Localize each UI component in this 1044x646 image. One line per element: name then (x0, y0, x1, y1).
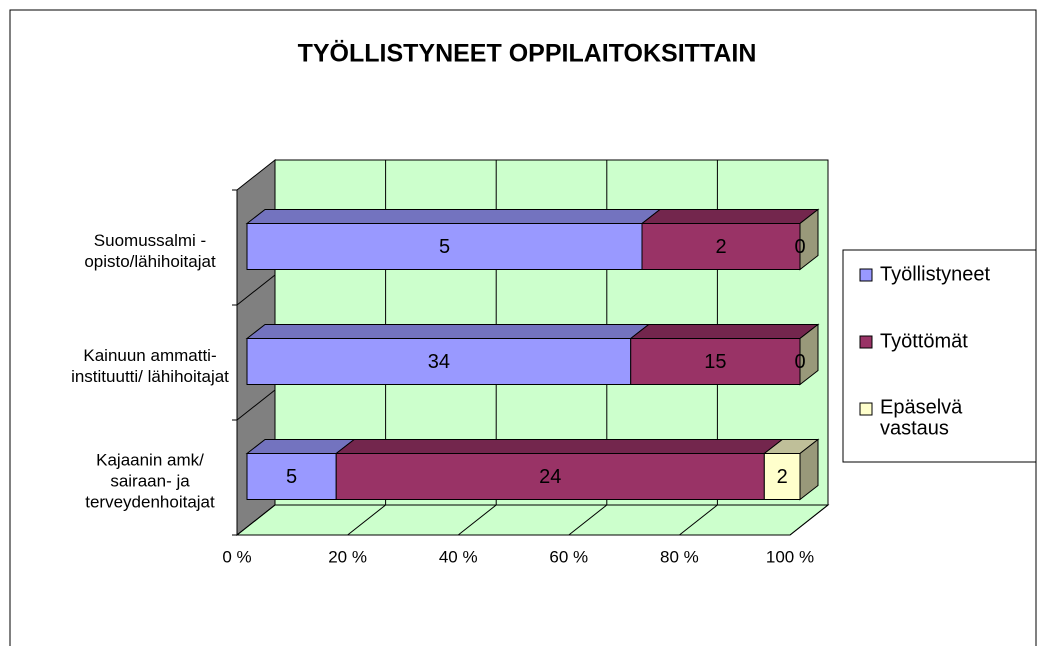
bar-side (799, 323, 819, 386)
legend-swatch (859, 268, 873, 282)
bar (335, 453, 765, 500)
wall-divider (236, 274, 276, 306)
data-label: 2 (777, 466, 788, 488)
floor-grid-line (789, 504, 829, 536)
bar-top (245, 209, 662, 224)
bar-top (245, 324, 651, 339)
bar-top (640, 209, 820, 224)
x-tick-label: 40 % (439, 547, 478, 566)
bar (246, 223, 643, 270)
legend-label: Epäselvä vastaus (880, 397, 963, 440)
bar (763, 453, 801, 500)
bar (246, 338, 632, 385)
legend-swatch (859, 402, 873, 416)
x-tick-label: 0 % (222, 547, 251, 566)
legend-label: Työttömät (880, 330, 968, 352)
legend-swatch (859, 335, 873, 349)
floor (235, 504, 830, 536)
floor-grid-line (679, 504, 718, 536)
bar (246, 453, 337, 500)
bar (641, 223, 801, 270)
data-label: 5 (439, 236, 450, 258)
chart-title: TYÖLLISTYNEET OPPILAITOKSITTAIN (298, 39, 757, 68)
bar-side (799, 438, 819, 501)
y-tick-label: Suomussalmi -opisto/lähihoitajat (84, 231, 216, 271)
bar-side (799, 208, 819, 271)
data-label: 24 (539, 466, 561, 488)
floor-grid-line (236, 504, 276, 536)
floor-grid-line (347, 504, 386, 536)
data-label: 5 (286, 466, 297, 488)
data-label: 0 (794, 351, 805, 373)
legend (842, 249, 1037, 463)
x-tick-label: 60 % (549, 547, 588, 566)
y-tick-label: Kainuun ammatti-instituutti/ lähihoitaja… (71, 346, 229, 386)
bar-top (334, 439, 784, 454)
bar-top (629, 324, 820, 339)
wall-divider (236, 389, 276, 421)
data-label: 0 (794, 236, 805, 258)
x-tick-label: 80 % (660, 547, 699, 566)
data-label: 2 (715, 236, 726, 258)
data-label: 15 (704, 351, 726, 373)
floor-grid-line (568, 504, 608, 536)
data-label: 34 (428, 351, 450, 373)
legend-label: Työllistyneet (880, 263, 990, 285)
floor-grid-line (457, 504, 497, 536)
y-tick-label: Kajaanin amk/sairaan- ja terveydenhoitaja… (85, 451, 215, 512)
x-tick-label: 20 % (328, 547, 367, 566)
x-tick-label: 100 % (766, 547, 814, 566)
